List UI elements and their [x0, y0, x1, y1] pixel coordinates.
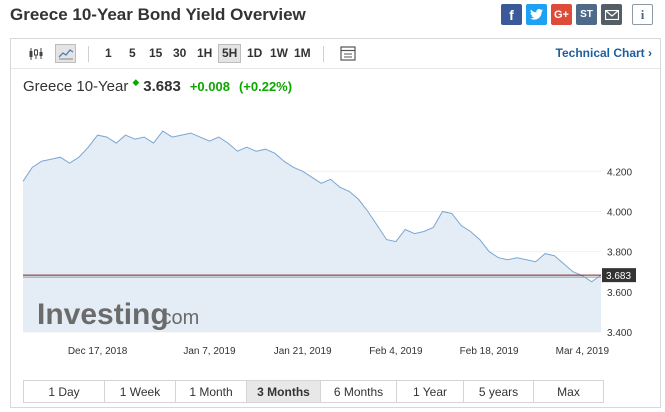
x-tick-label: Jan 21, 2019 [274, 346, 332, 357]
period-1-day[interactable]: 1 Day [24, 381, 105, 402]
last-price-label-bg [602, 268, 636, 283]
candlestick-icon[interactable] [25, 44, 46, 63]
quote-summary: Greece 10-Year ◆ 3.683 +0.008 (+0.22%) [23, 77, 293, 95]
toolbar-divider [323, 46, 324, 62]
y-tick-label: 3.800 [607, 248, 632, 259]
range-30[interactable]: 30 [173, 46, 187, 60]
y-tick-label: 4.000 [607, 207, 632, 218]
range-1d[interactable]: 1D [247, 46, 263, 60]
facebook-icon[interactable]: f [501, 4, 522, 25]
price-change: +0.008 [189, 79, 230, 94]
range-15[interactable]: 15 [149, 46, 163, 60]
period-6-months[interactable]: 6 Months [321, 381, 397, 402]
chart-widget: 1 5 15 30 1H 5H 1D 1W 1M Technical Chart… [10, 38, 661, 408]
last-price-label: 3.683 [606, 271, 631, 282]
email-icon[interactable] [601, 4, 622, 25]
period-5-years[interactable]: 5 years [464, 381, 534, 402]
area-fill [23, 131, 601, 332]
range-1h[interactable]: 1H [197, 46, 213, 60]
up-arrow-icon: ◆ [132, 77, 140, 87]
technical-chart-link[interactable]: Technical Chart › [555, 46, 652, 60]
range-1w[interactable]: 1W [270, 46, 288, 60]
area-chart-icon[interactable] [55, 44, 76, 63]
period-1-month[interactable]: 1 Month [176, 381, 247, 402]
range-1m[interactable]: 1M [294, 46, 311, 60]
toolbar-divider [88, 46, 89, 62]
period-1-week[interactable]: 1 Week [105, 381, 176, 402]
price-change-percent: (+0.22%) [238, 79, 293, 94]
google-plus-icon[interactable]: G+ [551, 4, 572, 25]
instrument-name: Greece 10-Year [23, 78, 129, 95]
price-line [22, 130, 602, 283]
chart-settings-icon[interactable] [337, 44, 358, 63]
page-title: Greece 10-Year Bond Yield Overview [10, 5, 306, 24]
logo-brand: Investing [37, 298, 169, 331]
y-tick-label: 4.200 [607, 167, 632, 178]
x-tick-label: Feb 18, 2019 [460, 346, 519, 357]
range-5[interactable]: 5 [129, 46, 136, 60]
x-tick-label: Mar 4, 2019 [556, 346, 610, 357]
x-tick-label: Feb 4, 2019 [369, 346, 423, 357]
period-max[interactable]: Max [534, 381, 603, 402]
investing-logo: Investing .com [37, 298, 199, 331]
y-tick-label: 3.600 [607, 288, 632, 299]
price-chart[interactable]: 3.683 4.200 4.000 3.800 3.600 3.400 Dec 17, … [11, 39, 662, 369]
period-3-months[interactable]: 3 Months [247, 381, 321, 402]
y-tick-label: 3.400 [607, 328, 632, 339]
chart-toolbar: 1 5 15 30 1H 5H 1D 1W 1M Technical Chart… [11, 39, 660, 69]
period-selector: 1 Day 1 Week 1 Month 3 Months 6 Months 1… [23, 380, 604, 403]
range-1[interactable]: 1 [105, 46, 112, 60]
last-price: 3.683 [143, 78, 181, 95]
x-tick-label: Dec 17, 2018 [68, 346, 128, 357]
stocktwits-icon[interactable]: ST [576, 4, 597, 25]
twitter-icon[interactable] [526, 4, 547, 25]
period-1-year[interactable]: 1 Year [397, 381, 464, 402]
range-5h[interactable]: 5H [218, 44, 242, 63]
share-bar: f G+ ST i [501, 4, 653, 25]
logo-suffix: .com [156, 307, 199, 329]
x-tick-label: Jan 7, 2019 [183, 346, 236, 357]
info-icon[interactable]: i [632, 4, 653, 25]
